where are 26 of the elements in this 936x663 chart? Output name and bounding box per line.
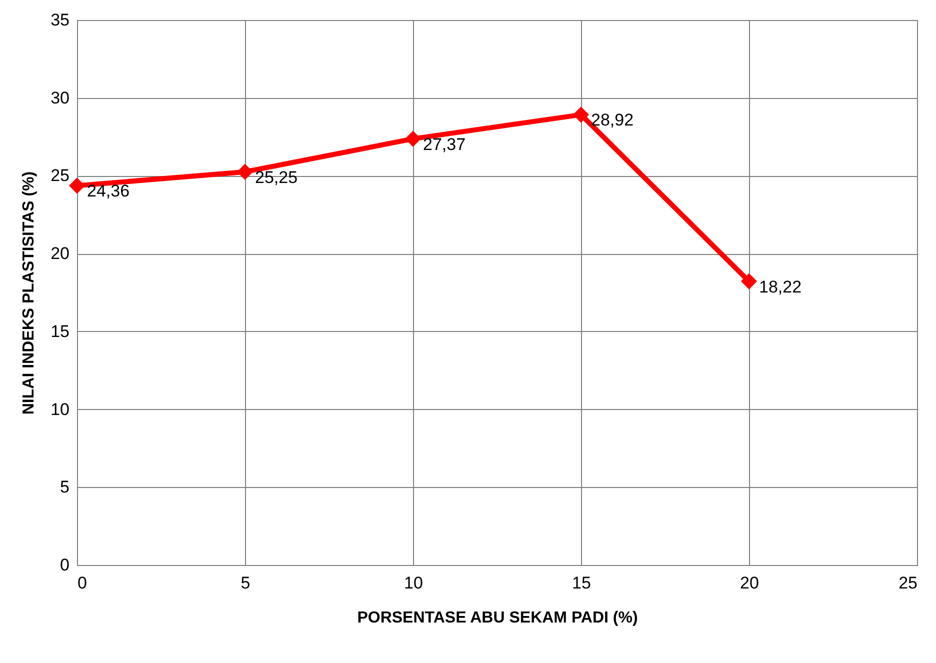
y-axis-title: NILAI INDEKS PLASTISITAS (%): [20, 171, 38, 415]
x-axis-title: PORSENTASE ABU SEKAM PADI (%): [357, 610, 638, 626]
y-tick-label: 5: [60, 478, 70, 497]
point: [740, 273, 758, 290]
y-tick-label: 20: [50, 244, 70, 264]
data-label: 24,36: [87, 182, 130, 201]
data-label: 25,25: [255, 168, 298, 187]
y-tick-label: 35: [50, 10, 70, 30]
data-label: 27,37: [423, 134, 466, 154]
y-tick-label: 25: [50, 166, 70, 186]
y-tick-label: 15: [50, 322, 70, 341]
point: [404, 130, 422, 147]
y-tick-label: 10: [50, 400, 70, 419]
x-tick-label: 10: [404, 574, 423, 592]
y-tick-label: 0: [60, 556, 70, 574]
point: [68, 178, 86, 194]
y-tick-label: 30: [50, 88, 70, 108]
x-tick-label: 20: [740, 574, 759, 592]
x-tick-label: 15: [572, 574, 591, 592]
x-tick-label: 25: [898, 574, 918, 592]
point: [236, 164, 254, 180]
data-label: 28,92: [591, 110, 634, 130]
x-tick-label: 5: [240, 574, 250, 592]
point: [572, 106, 590, 123]
data-label: 18,22: [759, 277, 802, 296]
x-tick-label: 0: [78, 574, 87, 592]
